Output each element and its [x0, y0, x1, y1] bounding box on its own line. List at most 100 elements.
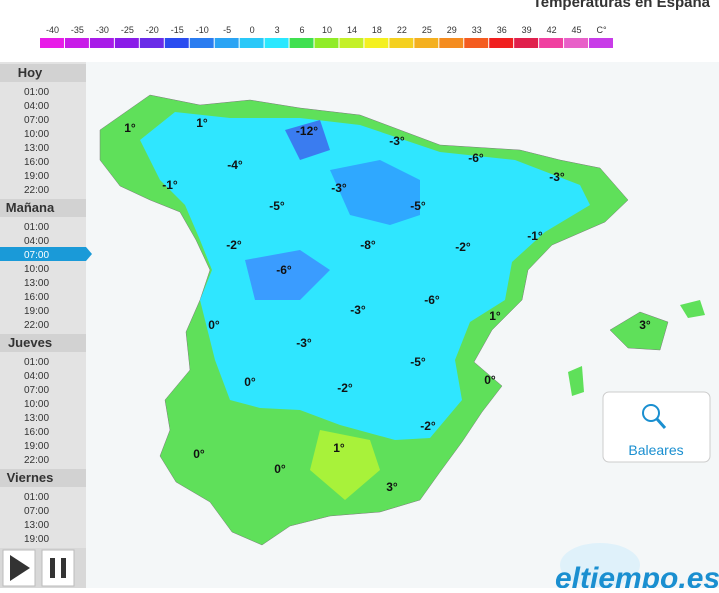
temperature: 1°	[333, 441, 345, 455]
time-item[interactable]: 22:00	[24, 320, 49, 331]
cold-area	[330, 160, 420, 225]
legend-unit: C°	[596, 25, 606, 35]
legend-label: 29	[447, 25, 457, 35]
temperature: 1°	[489, 309, 501, 323]
time-item[interactable]: 01:00	[24, 222, 49, 233]
baleares-button[interactable]: Baleares	[602, 391, 711, 463]
day-header	[0, 334, 86, 352]
legend-swatch	[389, 38, 414, 48]
legend-label: 0	[250, 25, 255, 35]
legend-swatch	[364, 38, 389, 48]
time-item[interactable]: 13:00	[24, 413, 49, 424]
temperature: -5°	[410, 355, 426, 369]
time-item[interactable]: 07:00	[24, 115, 49, 126]
time-item[interactable]: 07:00	[24, 385, 49, 396]
time-item[interactable]: 04:00	[24, 236, 49, 247]
day-header	[0, 199, 86, 217]
temperature: -12°	[296, 124, 318, 138]
time-item[interactable]: 13:00	[24, 520, 49, 531]
time-item[interactable]: 01:00	[24, 357, 49, 368]
legend-label: -25	[121, 25, 134, 35]
time-item[interactable]: 19:00	[24, 306, 49, 317]
temperature: -2°	[226, 238, 242, 252]
time-item[interactable]: 10:00	[24, 129, 49, 140]
temperature: -3°	[389, 134, 405, 148]
time-item[interactable]: 19:00	[24, 441, 49, 452]
legend-swatch	[89, 38, 114, 48]
legend-label: -10	[196, 25, 209, 35]
time-item[interactable]: 07:00	[24, 250, 49, 261]
temperature: -6°	[468, 151, 484, 165]
temperature: -1°	[162, 178, 178, 192]
pause-icon	[50, 558, 55, 578]
temperature: 0°	[244, 375, 256, 389]
temperature: 0°	[274, 462, 286, 476]
temperature: -2°	[420, 419, 436, 433]
legend-label: -30	[96, 25, 109, 35]
temperature: -4°	[227, 158, 243, 172]
legend: -40 -35 -30 -25 -20 -15 -10 -5 0 3 6 10 14 18 22 25 29 33…	[40, 25, 613, 48]
time-item[interactable]: 10:00	[24, 264, 49, 275]
day-name: Mañana	[6, 200, 55, 215]
temperature: 0°	[193, 447, 205, 461]
day-name: Viernes	[7, 470, 54, 485]
legend-label: 22	[397, 25, 407, 35]
title: Temperaturas en España	[533, 0, 711, 11]
day-header	[0, 64, 86, 82]
time-item[interactable]: 16:00	[24, 427, 49, 438]
time-item[interactable]: 04:00	[24, 371, 49, 382]
legend-swatch	[40, 38, 64, 48]
time-item[interactable]: 07:00	[24, 506, 49, 517]
time-item[interactable]: 01:00	[24, 87, 49, 98]
time-item[interactable]: 19:00	[24, 171, 49, 182]
legend-swatch	[264, 38, 289, 48]
temperature-labels: 1° 1° -12° -3° -6° -4° -1° -3° -3° -5° -5° -1° -2° -8…	[124, 116, 651, 494]
time-item[interactable]: 22:00	[24, 455, 49, 466]
legend-swatch	[214, 38, 239, 48]
logo-cloud	[560, 543, 640, 587]
pause-button[interactable]	[41, 549, 75, 587]
button-label[interactable]: Baleares	[628, 442, 683, 458]
time-item[interactable]: 22:00	[24, 185, 49, 196]
legend-label: -40	[46, 25, 59, 35]
cold-area	[245, 250, 330, 300]
time-item[interactable]: 19:00	[24, 534, 49, 545]
button-box[interactable]	[602, 391, 711, 463]
time-item[interactable]: 16:00	[24, 157, 49, 168]
legend-swatch	[589, 38, 613, 48]
time-item[interactable]: 16:00	[24, 292, 49, 303]
island	[568, 366, 584, 396]
temperature: 3°	[639, 318, 651, 332]
legend-swatch	[314, 38, 339, 48]
legend-swatch	[339, 38, 364, 48]
temperature: -6°	[276, 263, 292, 277]
legend-swatch	[139, 38, 164, 48]
time-item[interactable]: 13:00	[24, 143, 49, 154]
legend-swatch	[514, 38, 539, 48]
legend-label: 10	[322, 25, 332, 35]
legend-label: 33	[472, 25, 482, 35]
day-name: Hoy	[18, 65, 43, 80]
time-item[interactable]: 04:00	[24, 101, 49, 112]
magnifier-icon	[642, 404, 660, 422]
magnifier-handle	[655, 418, 667, 429]
temperature: -2°	[455, 240, 471, 254]
temperature: 1°	[124, 121, 136, 135]
temperature: 0°	[484, 373, 496, 387]
legend-label: 39	[522, 25, 532, 35]
temperature: -3°	[350, 303, 366, 317]
legend-swatch	[464, 38, 489, 48]
legend-swatch	[164, 38, 189, 48]
temperature: -6°	[424, 293, 440, 307]
temperature: -5°	[269, 199, 285, 213]
time-item[interactable]: 13:00	[24, 278, 49, 289]
time-item[interactable]: 01:00	[24, 492, 49, 503]
time-item[interactable]: 10:00	[24, 399, 49, 410]
logo-text: eltiempo.es	[555, 562, 719, 588]
land-cyan	[140, 112, 590, 440]
map	[99, 94, 705, 546]
warm-area	[310, 430, 380, 500]
temperature: 0°	[208, 318, 220, 332]
legend-label: 18	[372, 25, 382, 35]
